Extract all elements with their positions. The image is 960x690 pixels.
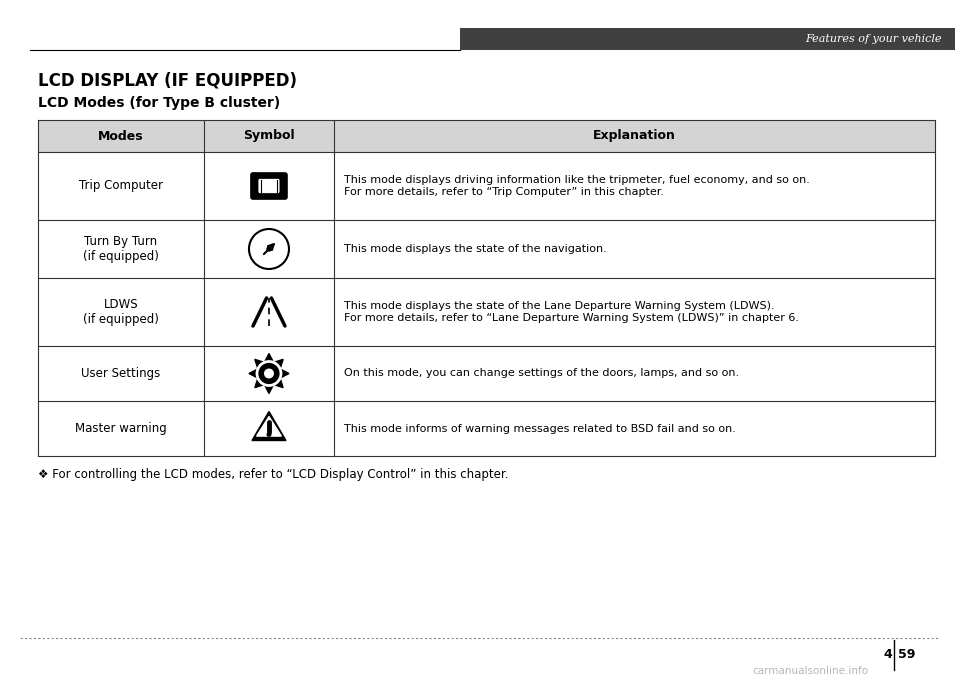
- Text: Modes: Modes: [98, 130, 144, 143]
- Text: LCD Modes (for Type B cluster): LCD Modes (for Type B cluster): [38, 96, 280, 110]
- Text: ❖ For controlling the LCD modes, refer to “LCD Display Control” in this chapter.: ❖ For controlling the LCD modes, refer t…: [38, 468, 509, 481]
- Text: 4: 4: [883, 648, 892, 661]
- Text: Explanation: Explanation: [593, 130, 676, 143]
- Text: carmanualsonline.info: carmanualsonline.info: [752, 666, 868, 676]
- Bar: [38, 120, 935, 152]
- Text: Turn By Turn
(if equipped): Turn By Turn (if equipped): [83, 235, 159, 263]
- Text: Master warning: Master warning: [75, 422, 167, 435]
- Text: LCD DISPLAY (IF EQUIPPED): LCD DISPLAY (IF EQUIPPED): [38, 72, 297, 90]
- Bar: [460, 28, 955, 50]
- Text: On this mode, you can change settings of the doors, lamps, and so on.: On this mode, you can change settings of…: [344, 368, 739, 379]
- Text: This mode displays driving information like the tripmeter, fuel economy, and so : This mode displays driving information l…: [344, 175, 810, 197]
- Polygon shape: [252, 411, 286, 440]
- Text: This mode informs of warning messages related to BSD fail and so on.: This mode informs of warning messages re…: [344, 424, 736, 433]
- Polygon shape: [249, 353, 289, 393]
- Text: 59: 59: [898, 648, 916, 661]
- Circle shape: [264, 368, 274, 379]
- Text: LDWS
(if equipped): LDWS (if equipped): [83, 298, 159, 326]
- FancyBboxPatch shape: [251, 173, 287, 199]
- Text: This mode displays the state of the Lane Departure Warning System (LDWS).
For mo: This mode displays the state of the Lane…: [344, 302, 799, 323]
- Polygon shape: [256, 417, 281, 436]
- Circle shape: [267, 432, 272, 437]
- Text: Trip Computer: Trip Computer: [79, 179, 163, 193]
- Text: Symbol: Symbol: [243, 130, 295, 143]
- Text: User Settings: User Settings: [82, 367, 160, 380]
- FancyBboxPatch shape: [259, 179, 279, 193]
- Text: This mode displays the state of the navigation.: This mode displays the state of the navi…: [344, 244, 607, 254]
- Circle shape: [267, 247, 271, 251]
- Text: Features of your vehicle: Features of your vehicle: [805, 34, 942, 44]
